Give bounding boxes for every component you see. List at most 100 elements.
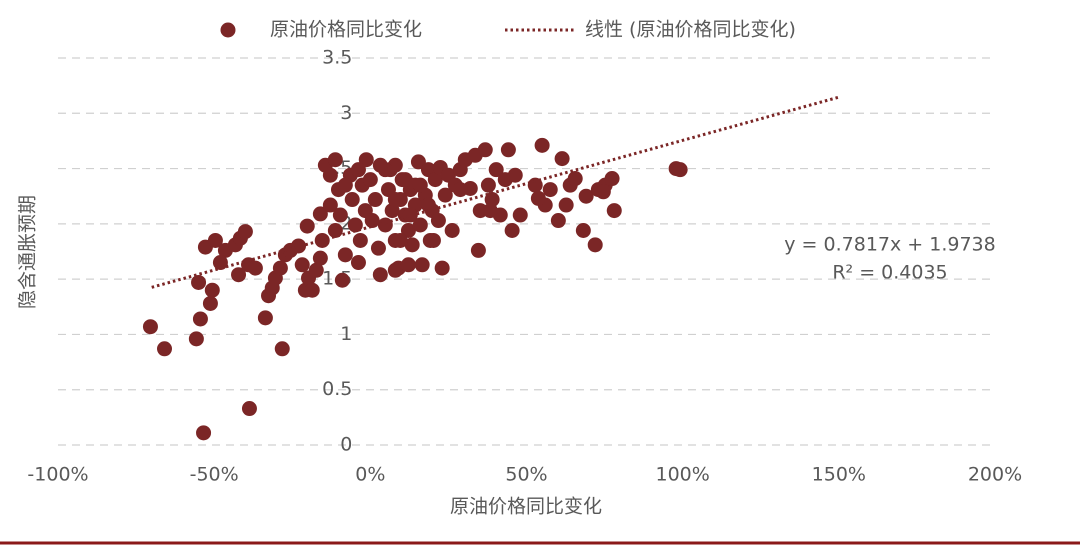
point: [400, 222, 416, 238]
point: [337, 247, 353, 263]
point: [414, 257, 430, 273]
point: [367, 192, 383, 208]
point: [191, 274, 207, 290]
point: [542, 182, 558, 198]
point: [334, 272, 350, 288]
point: [312, 250, 328, 266]
point: [350, 255, 366, 271]
point: [412, 177, 428, 193]
point: [231, 267, 247, 283]
point: [192, 311, 208, 327]
point: [402, 207, 418, 223]
point: [392, 232, 408, 248]
point: [212, 255, 228, 271]
point: [672, 162, 688, 178]
point: [372, 157, 388, 173]
annotation: R² = 0.4035: [832, 262, 947, 284]
x-axis-label: 原油价格同比变化: [450, 496, 602, 518]
point: [427, 172, 443, 188]
point: [484, 192, 500, 208]
point: [352, 232, 368, 248]
point: [488, 162, 504, 178]
point: [327, 222, 343, 238]
y-tick-label: 0: [340, 434, 352, 456]
point: [587, 237, 603, 253]
point: [507, 167, 523, 183]
y-axis-label: 隐含通胀预期: [17, 195, 39, 309]
point: [257, 310, 273, 326]
x-tick-label: -50%: [190, 464, 239, 486]
y-tick-label: 1: [340, 323, 352, 345]
point: [420, 197, 436, 213]
point: [534, 137, 550, 153]
x-tick-label: 150%: [812, 464, 866, 486]
point: [370, 240, 386, 256]
point: [512, 207, 528, 223]
point: [404, 237, 420, 253]
point: [290, 238, 306, 254]
point: [272, 260, 288, 276]
point: [558, 197, 574, 213]
point: [387, 262, 403, 278]
point: [337, 177, 353, 193]
y-tick-label: 3.5: [322, 47, 352, 69]
point: [322, 197, 338, 213]
point: [567, 171, 583, 187]
x-tick-label: 0%: [355, 464, 385, 486]
point: [304, 282, 320, 298]
point: [332, 207, 348, 223]
point: [575, 222, 591, 238]
point: [327, 152, 343, 168]
point: [387, 192, 403, 208]
annotation: y = 0.7817x + 1.9738: [784, 234, 995, 256]
point: [308, 262, 324, 278]
point: [362, 172, 378, 188]
point: [344, 192, 360, 208]
point: [364, 213, 380, 229]
point: [452, 182, 468, 198]
x-tick-label: 100%: [656, 464, 710, 486]
point: [207, 232, 223, 248]
point: [202, 295, 218, 311]
point: [196, 425, 212, 441]
point: [237, 224, 253, 240]
legend-label: 原油价格同比变化: [270, 19, 422, 41]
point: [400, 257, 416, 273]
point: [299, 218, 315, 234]
point: [425, 232, 441, 248]
point: [142, 319, 158, 335]
x-tick-label: 50%: [505, 464, 547, 486]
point: [604, 171, 620, 187]
point: [500, 142, 516, 158]
point: [312, 206, 328, 222]
point: [247, 260, 263, 276]
legend-marker: [220, 22, 236, 38]
point: [550, 213, 566, 229]
point: [434, 260, 450, 276]
point: [530, 190, 546, 206]
point: [241, 401, 257, 417]
point: [595, 184, 611, 200]
point: [188, 331, 204, 347]
point: [504, 222, 520, 238]
point: [444, 222, 460, 238]
point: [157, 341, 173, 357]
point: [294, 257, 310, 273]
point: [480, 177, 496, 193]
y-tick-label: 0.5: [322, 378, 352, 400]
point: [554, 151, 570, 167]
point: [204, 282, 220, 298]
point: [350, 162, 366, 178]
point: [477, 142, 493, 158]
point: [482, 203, 498, 219]
point: [437, 187, 453, 203]
point: [578, 188, 594, 204]
point: [606, 203, 622, 219]
point: [322, 167, 338, 183]
legend-label: 线性 (原油价格同比变化): [585, 19, 796, 41]
y-tick-label: 3: [340, 102, 352, 124]
point: [377, 217, 393, 233]
x-tick-label: -100%: [27, 464, 88, 486]
point: [274, 341, 290, 357]
